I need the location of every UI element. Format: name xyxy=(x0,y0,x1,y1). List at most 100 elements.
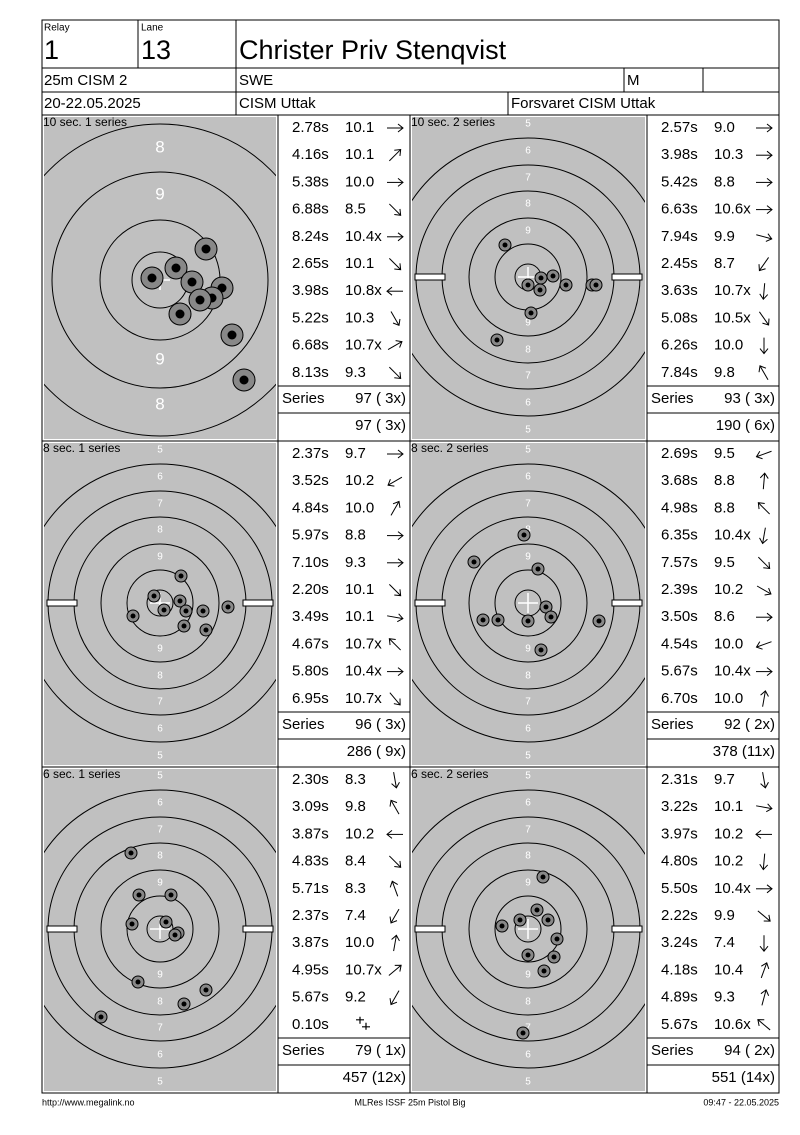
ring-label: 8 xyxy=(525,997,531,1008)
shot-direction-arrow xyxy=(757,910,771,922)
ring-label: 7 xyxy=(157,697,163,708)
ring-label: 9 xyxy=(157,970,163,981)
arrow-shaft xyxy=(390,311,400,326)
shot-time: 2.39s xyxy=(661,581,698,598)
shot-score: 10.1 xyxy=(345,255,374,272)
arrow-head xyxy=(755,641,763,650)
shot-time: 5.42s xyxy=(661,173,698,190)
shot-hole-centre xyxy=(545,917,551,923)
arrow-head xyxy=(386,830,393,839)
arrow-shaft xyxy=(388,583,402,597)
arrow-shaft xyxy=(759,365,769,380)
shot-score: 8.3 xyxy=(345,771,366,788)
shot-score: 9.3 xyxy=(714,989,735,1006)
arrow-shaft xyxy=(757,556,771,569)
shot-hole-centre xyxy=(187,277,197,287)
target-ring xyxy=(100,869,220,989)
target-ring xyxy=(51,171,269,389)
shot-direction-arrow xyxy=(390,500,401,516)
shot-score: 10.7x xyxy=(345,635,382,652)
shot-score: 10.1 xyxy=(345,119,374,136)
arrow-head xyxy=(397,531,404,540)
shot-score: 10.1 xyxy=(345,581,374,598)
footer-timestamp: 09:47 - 22.05.2025 xyxy=(703,1097,779,1107)
shot-time: 7.94s xyxy=(661,228,698,245)
shot-hole-centre xyxy=(161,607,167,613)
shot-time: 5.50s xyxy=(661,880,698,897)
arrow-head xyxy=(386,286,393,296)
series-title: 8 sec. 1 series xyxy=(43,441,120,455)
shot-direction-arrow xyxy=(388,855,402,868)
arrow-shaft xyxy=(388,964,402,976)
shot-hole-centre xyxy=(183,608,189,614)
shot-time: 4.95s xyxy=(292,961,329,978)
shot-direction-arrow xyxy=(389,799,400,815)
shot-time: 8.13s xyxy=(292,364,329,381)
shot-direction-arrow xyxy=(759,527,768,545)
shot-time: 5.71s xyxy=(292,880,329,897)
shot-score: 9.9 xyxy=(714,228,735,245)
target-bar xyxy=(414,599,446,607)
arrow-head xyxy=(758,264,766,272)
shot-hole-centre xyxy=(534,907,540,913)
target-ring xyxy=(412,463,645,743)
shot-hole-centre xyxy=(201,244,211,254)
shot-time: 5.67s xyxy=(661,1016,698,1033)
shot-time: 2.45s xyxy=(661,255,698,272)
ring-label: 6 xyxy=(157,472,163,483)
shot-time: 4.98s xyxy=(661,499,698,516)
target-ring xyxy=(146,589,174,617)
shot-score: 8.7 xyxy=(714,255,735,272)
arrow-shaft xyxy=(388,149,402,162)
target-ring xyxy=(494,569,562,637)
shot-score: 7.4 xyxy=(714,934,735,951)
shot-score: 9.2 xyxy=(345,989,366,1006)
arrow-head xyxy=(763,914,771,922)
shot-hole-centre xyxy=(554,936,560,942)
ring-label: 7 xyxy=(157,1023,163,1034)
shot-time: 4.83s xyxy=(292,853,329,870)
arrow-head xyxy=(764,587,772,596)
ring-label: 6 xyxy=(157,798,163,809)
shot-time: 5.38s xyxy=(292,173,329,190)
gender: M xyxy=(627,72,640,89)
shot-score: 8.5 xyxy=(345,201,366,218)
target: 5 6 7 8 9 9 8 7 6 5 xyxy=(412,117,645,439)
series-total: 79 ( 1x) xyxy=(355,1042,406,1059)
shot-direction-arrow xyxy=(757,502,771,515)
target: 5 6 7 8 9 9 8 7 6 5 xyxy=(412,769,645,1091)
arrow-shaft xyxy=(390,990,400,1005)
shot-direction-arrow xyxy=(756,123,773,133)
shot-direction-arrow xyxy=(756,585,772,596)
shot-time: 7.10s xyxy=(292,554,329,571)
arrow-shaft xyxy=(388,203,402,216)
relay: 1 xyxy=(44,35,59,65)
arrow-head xyxy=(389,916,398,924)
arrow-head xyxy=(765,233,773,242)
shot-score: 10.6x xyxy=(714,1016,751,1033)
cumulative-total: 457 (12x) xyxy=(343,1069,406,1086)
shot-hole-centre xyxy=(227,330,237,340)
ring-label: 8 xyxy=(525,671,531,682)
shot-time: 3.98s xyxy=(292,282,329,299)
ring-label: 9 xyxy=(157,552,163,563)
shot-direction-arrow xyxy=(755,830,772,839)
arrow-shaft xyxy=(757,910,771,922)
arrow-head xyxy=(397,232,404,242)
shot-hole-centre xyxy=(551,954,557,960)
arrow-shaft xyxy=(756,234,772,240)
shot-score: 10.2 xyxy=(345,472,374,489)
series-total: 93 ( 3x) xyxy=(724,390,775,407)
shot-direction-arrow xyxy=(756,150,773,160)
shot-time: 3.98s xyxy=(661,146,698,163)
arrow-head xyxy=(394,263,402,271)
shot-score: 10.7x xyxy=(345,690,382,707)
ring-label: 9 xyxy=(525,878,531,889)
shot-hole-centre xyxy=(135,979,141,985)
shot-direction-arrow xyxy=(757,1019,771,1031)
series-label: Series xyxy=(651,1042,694,1059)
shot-direction-arrow xyxy=(387,449,404,459)
target-bar xyxy=(242,925,274,933)
ring-label: 8 xyxy=(157,671,163,682)
